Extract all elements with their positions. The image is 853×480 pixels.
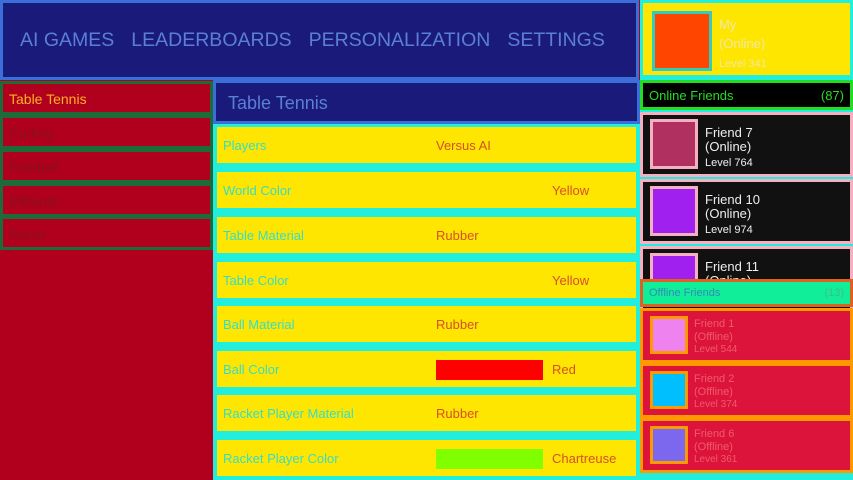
online-friends-title: Online Friends [649,88,734,103]
setting-label: Table Material [223,228,304,243]
my-profile-card[interactable]: My (Online) Level 341 [640,0,853,78]
setting-label: Ball Material [223,317,295,332]
panel-title: Table Tennis [213,80,640,124]
setting-row[interactable]: Ball Color Red [215,349,638,389]
friend-status: (Offline) [694,331,733,343]
offline-friends-count: (13) [824,287,844,299]
setting-value[interactable]: Rubber [436,406,479,421]
setting-value[interactable]: Versus AI [436,138,491,153]
color-swatch[interactable] [436,449,543,469]
friend-level: Level 361 [694,454,738,465]
color-swatch[interactable] [436,181,543,201]
friend-level: Level 374 [694,399,738,410]
setting-value[interactable]: Rubber [436,228,479,243]
setting-row[interactable]: Table Material Rubber [215,215,638,255]
setting-value[interactable]: Red [552,362,576,377]
setting-label: World Color [223,183,292,198]
game-item-curling[interactable]: Curling [0,115,213,149]
setting-label: Racket Player Material [223,406,354,421]
friend-avatar [650,316,688,354]
friend-avatar [650,119,698,169]
setting-value[interactable]: Yellow [552,183,590,198]
setting-label: Racket Player Color [223,451,339,466]
offline-friend-card[interactable]: Friend 2 (Offline) Level 374 [640,363,853,418]
nav-settings[interactable]: SETTINGS [507,28,605,51]
friend-name: Friend 10 [705,192,760,207]
game-list: Table Tennis Curling Football Billiards … [0,80,213,480]
friend-status: (Offline) [694,386,733,398]
offline-friends-header[interactable]: Offline Friends (13) [640,279,853,307]
setting-label: Players [223,138,267,153]
online-friends-count: (87) [820,88,844,103]
setting-value[interactable]: Rubber [436,317,479,332]
setting-row[interactable]: Racket Player Color Chartreuse [215,438,638,478]
friend-status: (Online) [705,206,752,221]
friend-name: Friend 6 [694,428,735,440]
my-name: My [719,17,737,32]
online-friends-header[interactable]: Online Friends (87) [640,80,853,110]
color-swatch[interactable] [436,360,543,380]
friend-name: Friend 11 [705,259,759,274]
my-avatar [652,11,712,71]
offline-friend-card[interactable]: Friend 6 (Offline) Level 361 [640,418,853,473]
game-item-billiards[interactable]: Billiards [0,183,213,217]
friend-level: Level 544 [694,344,738,355]
nav-personalization[interactable]: PERSONALIZATION [308,28,491,51]
offline-friends-title: Offline Friends [649,287,721,299]
online-friend-card[interactable]: Friend 10 (Online) Level 974 [640,179,853,244]
friend-name: Friend 1 [694,318,735,330]
friends-panel: My (Online) Level 341 Online Friends (87… [640,0,853,480]
nav-ai-games[interactable]: AI GAMES [20,28,115,51]
friend-status: (Online) [705,139,752,154]
friend-level: Level 764 [705,157,753,169]
my-level: Level 341 [719,58,767,70]
setting-value[interactable]: Chartreuse [552,451,617,466]
game-item-football[interactable]: Football [0,149,213,183]
color-swatch[interactable] [436,271,543,291]
online-friend-card[interactable]: Friend 7 (Online) Level 764 [640,112,853,177]
friend-avatar [650,186,698,236]
setting-row[interactable]: Ball Material Rubber [215,304,638,344]
setting-label: Ball Color [223,362,280,377]
game-settings-panel: Table Tennis Players Versus AI World Color… [213,80,640,480]
nav-leaderboards[interactable]: LEADERBOARDS [131,28,292,51]
friend-avatar [650,426,688,464]
setting-row[interactable]: Racket Player Material Rubber [215,393,638,433]
friend-status: (Offline) [694,441,733,453]
friend-name: Friend 2 [694,373,735,385]
game-item-sumo[interactable]: Sumo [0,216,213,250]
setting-value[interactable]: Yellow [552,273,590,288]
my-status: (Online) [719,36,766,51]
setting-row[interactable]: Players Versus AI [215,125,638,165]
setting-label: Table Color [223,273,289,288]
setting-row[interactable]: World Color Yellow [215,170,638,210]
top-nav: AI GAMES LEADERBOARDS PERSONALIZATION SE… [0,0,639,80]
friend-level: Level 974 [705,224,753,236]
friend-name: Friend 7 [705,125,753,140]
friend-avatar [650,371,688,409]
setting-row[interactable]: Table Color Yellow [215,260,638,300]
game-item-table-tennis[interactable]: Table Tennis [0,81,213,115]
offline-friend-card[interactable]: Friend 1 (Offline) Level 544 [640,308,853,363]
